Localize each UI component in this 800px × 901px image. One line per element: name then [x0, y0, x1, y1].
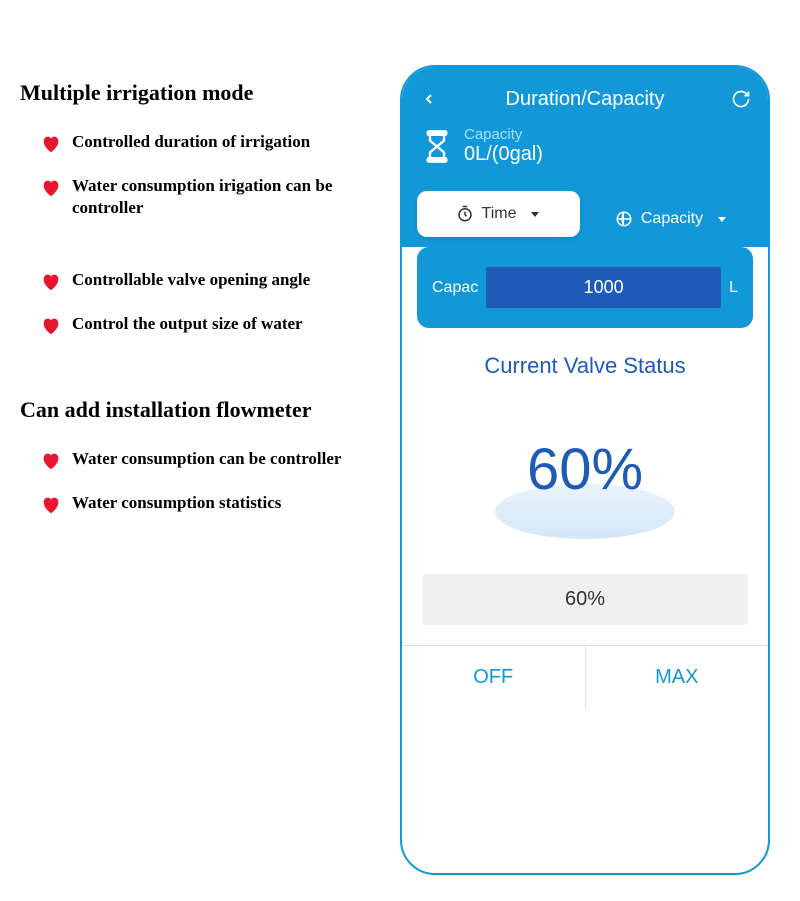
feature-list-left: Multiple irrigation mode Controlled dura…: [20, 80, 360, 556]
valve-gauge: 60%: [422, 384, 748, 554]
valve-status-section: Current Valve Status 60%: [402, 328, 768, 564]
heart-icon: [40, 133, 62, 155]
bullet-text: Water consumption irigation can be contr…: [72, 175, 360, 219]
page-title: Duration/Capacity: [441, 88, 729, 111]
section-title-2: Can add installation flowmeter: [20, 397, 360, 423]
off-button[interactable]: OFF: [402, 646, 586, 709]
bullet-text: Water consumption can be controller: [72, 448, 341, 470]
bullet-item: Controlled duration of irrigation: [20, 131, 360, 155]
app-header: Duration/Capacity Capacity 0L/(0gal): [402, 67, 768, 181]
capacity-label: Capacity: [464, 126, 543, 143]
heart-icon: [40, 177, 62, 199]
valve-slider[interactable]: 60%: [422, 574, 748, 625]
clock-icon: [456, 205, 474, 223]
heart-icon: [40, 271, 62, 293]
bullet-item: Water consumption statistics: [20, 492, 360, 516]
capacity-icon: [615, 210, 633, 228]
capacity-unit: L: [729, 279, 738, 297]
bullet-item: Water consumption can be controller: [20, 448, 360, 472]
hourglass-icon: [422, 129, 452, 164]
bullet-text: Controllable valve opening angle: [72, 269, 310, 291]
bullet-item: Control the output size of water: [20, 313, 360, 337]
tab-capacity-label: Capacity: [641, 210, 703, 228]
capacity-input-field[interactable]: 1000: [486, 267, 721, 308]
chevron-down-icon: [716, 213, 728, 225]
valve-status-title: Current Valve Status: [422, 353, 748, 379]
max-button[interactable]: MAX: [586, 646, 769, 709]
bullet-item: Controllable valve opening angle: [20, 269, 360, 293]
capacity-summary: Capacity 0L/(0gal): [417, 126, 753, 166]
bullet-list-2: Water consumption can be controller Wate…: [20, 448, 360, 516]
tab-time-label: Time: [482, 205, 517, 223]
mode-tabs: Time Capacity: [402, 181, 768, 247]
tab-time[interactable]: Time: [417, 191, 580, 237]
bullet-list-1: Controlled duration of irrigation Water …: [20, 131, 360, 337]
bullet-text: Controlled duration of irrigation: [72, 131, 310, 153]
capacity-value: 0L/(0gal): [464, 143, 543, 166]
chevron-left-icon: [421, 91, 437, 107]
bullet-item: Water consumption irigation can be contr…: [20, 175, 360, 219]
bullet-text: Control the output size of water: [72, 313, 303, 335]
refresh-button[interactable]: [729, 87, 753, 111]
heart-icon: [40, 315, 62, 337]
valve-controls: OFF MAX: [402, 645, 768, 709]
heart-icon: [40, 450, 62, 472]
capacity-input-label: Capac: [432, 279, 478, 297]
tab-capacity[interactable]: Capacity: [590, 191, 753, 247]
chevron-down-icon: [529, 208, 541, 220]
phone-mockup: Duration/Capacity Capacity 0L/(0gal) Tim…: [400, 65, 770, 875]
section-title-1: Multiple irrigation mode: [20, 80, 360, 106]
capacity-input-panel: Capac 1000 L: [417, 247, 753, 328]
valve-percent-value: 60%: [527, 436, 643, 503]
refresh-icon: [731, 89, 751, 109]
bullet-text: Water consumption statistics: [72, 492, 281, 514]
back-button[interactable]: [417, 87, 441, 111]
heart-icon: [40, 494, 62, 516]
